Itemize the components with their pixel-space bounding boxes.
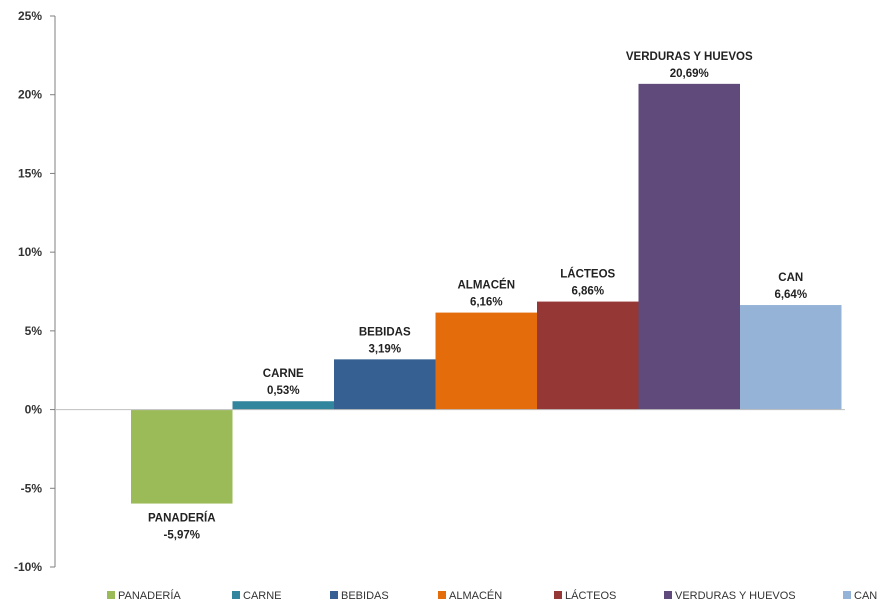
y-tick-label: 20% <box>18 88 42 102</box>
legend-swatch <box>664 591 672 599</box>
legend-swatch <box>232 591 240 599</box>
y-tick-label: 15% <box>18 166 42 180</box>
legend-swatch <box>843 591 851 599</box>
legend-label: ALMACÉN <box>449 589 502 602</box>
bar-category-label: CARNE <box>263 368 304 380</box>
data-labels: PANADERÍA -5,97% CARNE 0,53% BEBIDAS 3,19% ALM… <box>148 51 807 542</box>
bar-value-label: 3,19% <box>368 343 401 355</box>
bar-category-label: PANADERÍA <box>148 512 216 525</box>
bar-category-label: ALMACÉN <box>458 279 516 292</box>
bar <box>232 401 334 410</box>
legend: PANADERÍA CARNE BEBIDAS ALMACÉN LÁCTEOS VERDU… <box>107 589 877 602</box>
legend-label: LÁCTEOS <box>565 589 616 602</box>
legend-swatch <box>107 591 115 599</box>
legend-swatch <box>438 591 446 599</box>
legend-label: CAN <box>854 590 877 602</box>
bar-value-label: 0,53% <box>267 385 300 397</box>
bar <box>435 312 537 410</box>
bar-category-label: VERDURAS Y HUEVOS <box>626 51 753 63</box>
y-tick-label: 5% <box>25 324 43 338</box>
legend-swatch <box>554 591 562 599</box>
y-tick-label: 0% <box>25 403 43 417</box>
bar <box>740 305 842 410</box>
bar <box>638 83 740 410</box>
bar-value-label: 6,16% <box>470 297 503 309</box>
y-tick-label: 25% <box>18 9 42 23</box>
y-tick-label: -10% <box>14 560 42 574</box>
y-axis: -10% -5% 0% 5% 10% 15% 20% 25% <box>14 9 56 574</box>
bar-category-label: BEBIDAS <box>359 326 411 338</box>
bar-category-label: LÁCTEOS <box>560 268 615 281</box>
y-tick-label: 10% <box>18 245 42 259</box>
bars <box>55 83 845 504</box>
legend-label: PANADERÍA <box>118 589 181 602</box>
y-tick-label: -5% <box>21 481 43 495</box>
legend-label: BEBIDAS <box>341 590 389 602</box>
legend-label: CARNE <box>243 590 282 602</box>
bar <box>334 359 436 410</box>
bar <box>131 409 233 504</box>
bar-category-label: CAN <box>778 272 803 284</box>
legend-swatch <box>330 591 338 599</box>
bar-value-label: -5,97% <box>164 530 200 542</box>
legend-label: VERDURAS Y HUEVOS <box>675 590 796 602</box>
bar <box>537 301 639 410</box>
bar-value-label: 20,69% <box>670 68 709 80</box>
bar-value-label: 6,86% <box>571 286 604 298</box>
bar-value-label: 6,64% <box>774 289 807 301</box>
